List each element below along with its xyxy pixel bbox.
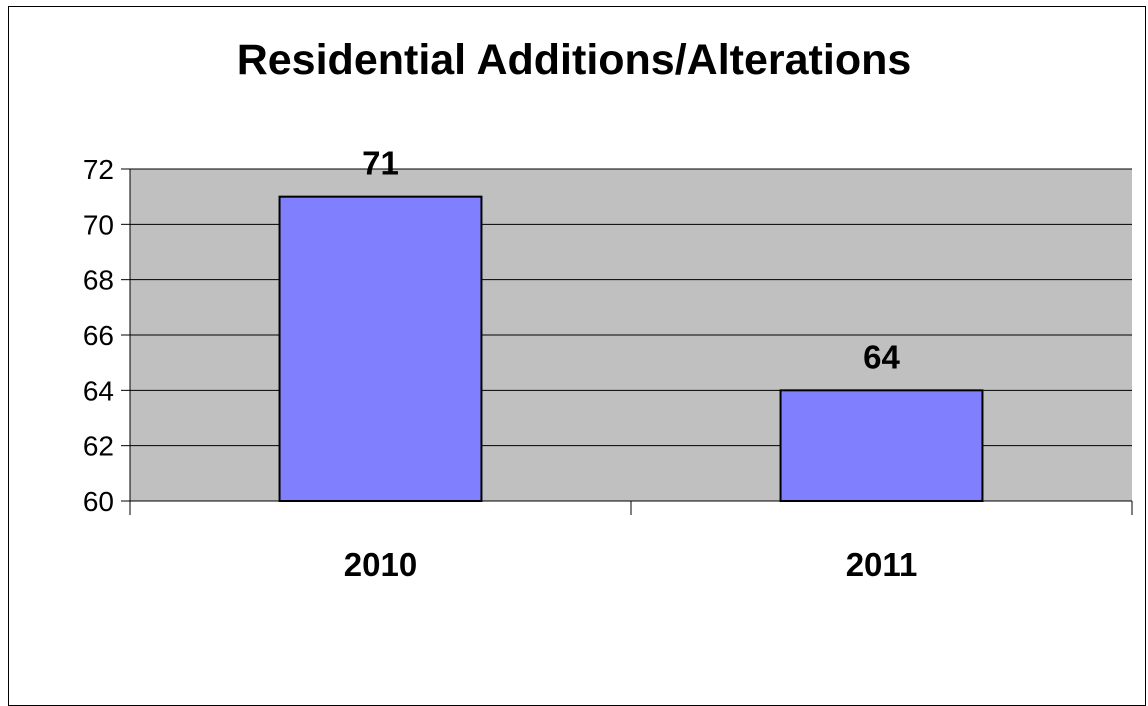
y-tick-label: 70 [83,209,114,240]
y-tick-label: 62 [83,431,114,462]
bar-2011[interactable] [779,389,984,503]
data-label-2010: 71 [362,145,399,182]
y-tick-label: 68 [83,265,114,296]
bar-2010[interactable] [278,195,483,503]
y-tick-label: 72 [83,154,114,185]
bars [278,195,984,503]
chart-title: Residential Additions/Alterations [236,36,912,84]
x-tick-label-2011: 2011 [846,546,918,583]
data-labels: 71 64 [362,145,900,376]
y-axis: 60 62 64 66 68 70 72 [83,154,131,517]
y-tick-label: 60 [83,486,114,517]
data-label-2011: 64 [863,338,900,375]
x-tick-label-2010: 2010 [344,546,417,583]
x-axis: 2010 2011 [129,500,1133,583]
y-tick-label: 64 [83,375,114,406]
y-tick-label: 66 [83,320,114,351]
bar-chart: 60 62 64 66 68 70 72 2010 2011 71 64 [83,145,1133,583]
